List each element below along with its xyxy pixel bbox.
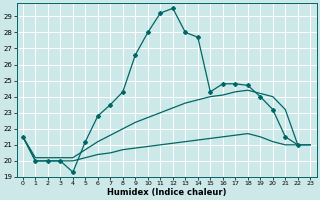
X-axis label: Humidex (Indice chaleur): Humidex (Indice chaleur): [107, 188, 226, 197]
